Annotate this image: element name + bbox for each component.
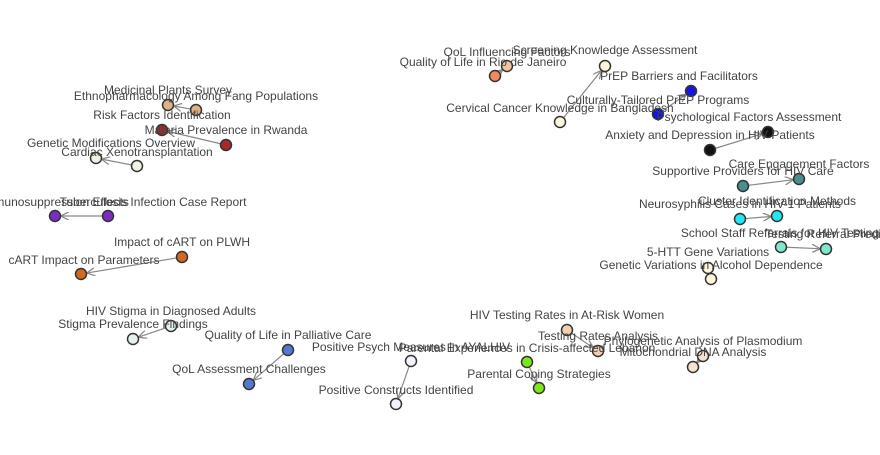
node-label-n12: Malaria Prevalence in Rwanda	[145, 123, 308, 137]
node-n12[interactable]	[221, 140, 232, 151]
node-label-n8: Anxiety and Depression in HIV Patients	[605, 128, 814, 142]
node-n4[interactable]	[555, 117, 566, 128]
node-n20[interactable]	[776, 242, 787, 253]
node-n34[interactable]	[534, 383, 545, 394]
node-label-n28: Stigma Prevalence Findings	[58, 317, 207, 331]
node-label-n11: Risk Factors Identification	[93, 108, 230, 122]
node-label-n21: 5-HTT Gene Variations	[647, 245, 769, 259]
node-label-n22: Genetic Variations in Alcohol Dependence	[599, 258, 823, 272]
node-label-n2: Quality of Life in Rio de Janeiro	[400, 55, 567, 69]
node-label-n18: Neurosyphilis Cases in HIV-1 Patients	[639, 197, 841, 211]
node-label-n35: HIV Testing Rates in At-Risk Women	[470, 308, 664, 322]
node-n18[interactable]	[735, 214, 746, 225]
node-n32[interactable]	[391, 399, 402, 410]
node-n23[interactable]	[50, 211, 61, 222]
node-n17[interactable]	[772, 211, 783, 222]
node-label-n16: Supportive Providers for HIV Care	[652, 164, 834, 178]
node-n19[interactable]	[821, 244, 832, 255]
node-n29[interactable]	[283, 345, 294, 356]
node-n2[interactable]	[490, 71, 501, 82]
node-label-n27: HIV Stigma in Diagnosed Adults	[86, 304, 256, 318]
node-n14[interactable]	[132, 161, 143, 172]
edge-n14-to-n13	[102, 159, 131, 165]
edge-n20-to-n19	[786, 247, 819, 248]
node-label-n30: QoL Assessment Challenges	[172, 362, 326, 376]
node-n22[interactable]	[706, 274, 717, 285]
node-label-n24: Tuberculosis Infection Case Report	[60, 195, 248, 209]
node-label-n5: PrEP Barriers and Facilitators	[600, 69, 758, 83]
node-n8[interactable]	[705, 145, 716, 156]
node-n28[interactable]	[128, 334, 139, 345]
node-label-n38: Mitochondrial DNA Analysis	[620, 345, 767, 359]
node-n30[interactable]	[244, 379, 255, 390]
node-n26[interactable]	[76, 269, 87, 280]
node-label-n20: School Staff Referrals for HIV Testing	[681, 226, 879, 240]
node-label-n7: Psychological Factors Assessment	[657, 110, 842, 124]
node-label-n6: Culturally-Tailored PrEP Programs	[567, 93, 750, 107]
node-label-n10: Ethnopharmacology Among Fang Populations	[74, 89, 318, 103]
node-n31[interactable]	[406, 356, 417, 367]
edge-n16-to-n15	[748, 180, 792, 186]
node-label-n34: Parental Coping Strategies	[467, 367, 610, 381]
node-n33[interactable]	[522, 357, 533, 368]
edge-n18-to-n17	[745, 217, 770, 219]
node-n16[interactable]	[738, 181, 749, 192]
node-n25[interactable]	[177, 252, 188, 263]
node-label-n26: cART Impact on Parameters	[9, 253, 160, 267]
node-label-n25: Impact of cART on PLWH	[114, 235, 250, 249]
node-label-n3: Screening Knowledge Assessment	[513, 43, 698, 57]
node-n24[interactable]	[103, 211, 114, 222]
node-label-n32: Positive Constructs Identified	[319, 383, 474, 397]
node-n38[interactable]	[688, 362, 699, 373]
node-label-n14: Cardiac Xenotransplantation	[61, 145, 212, 159]
